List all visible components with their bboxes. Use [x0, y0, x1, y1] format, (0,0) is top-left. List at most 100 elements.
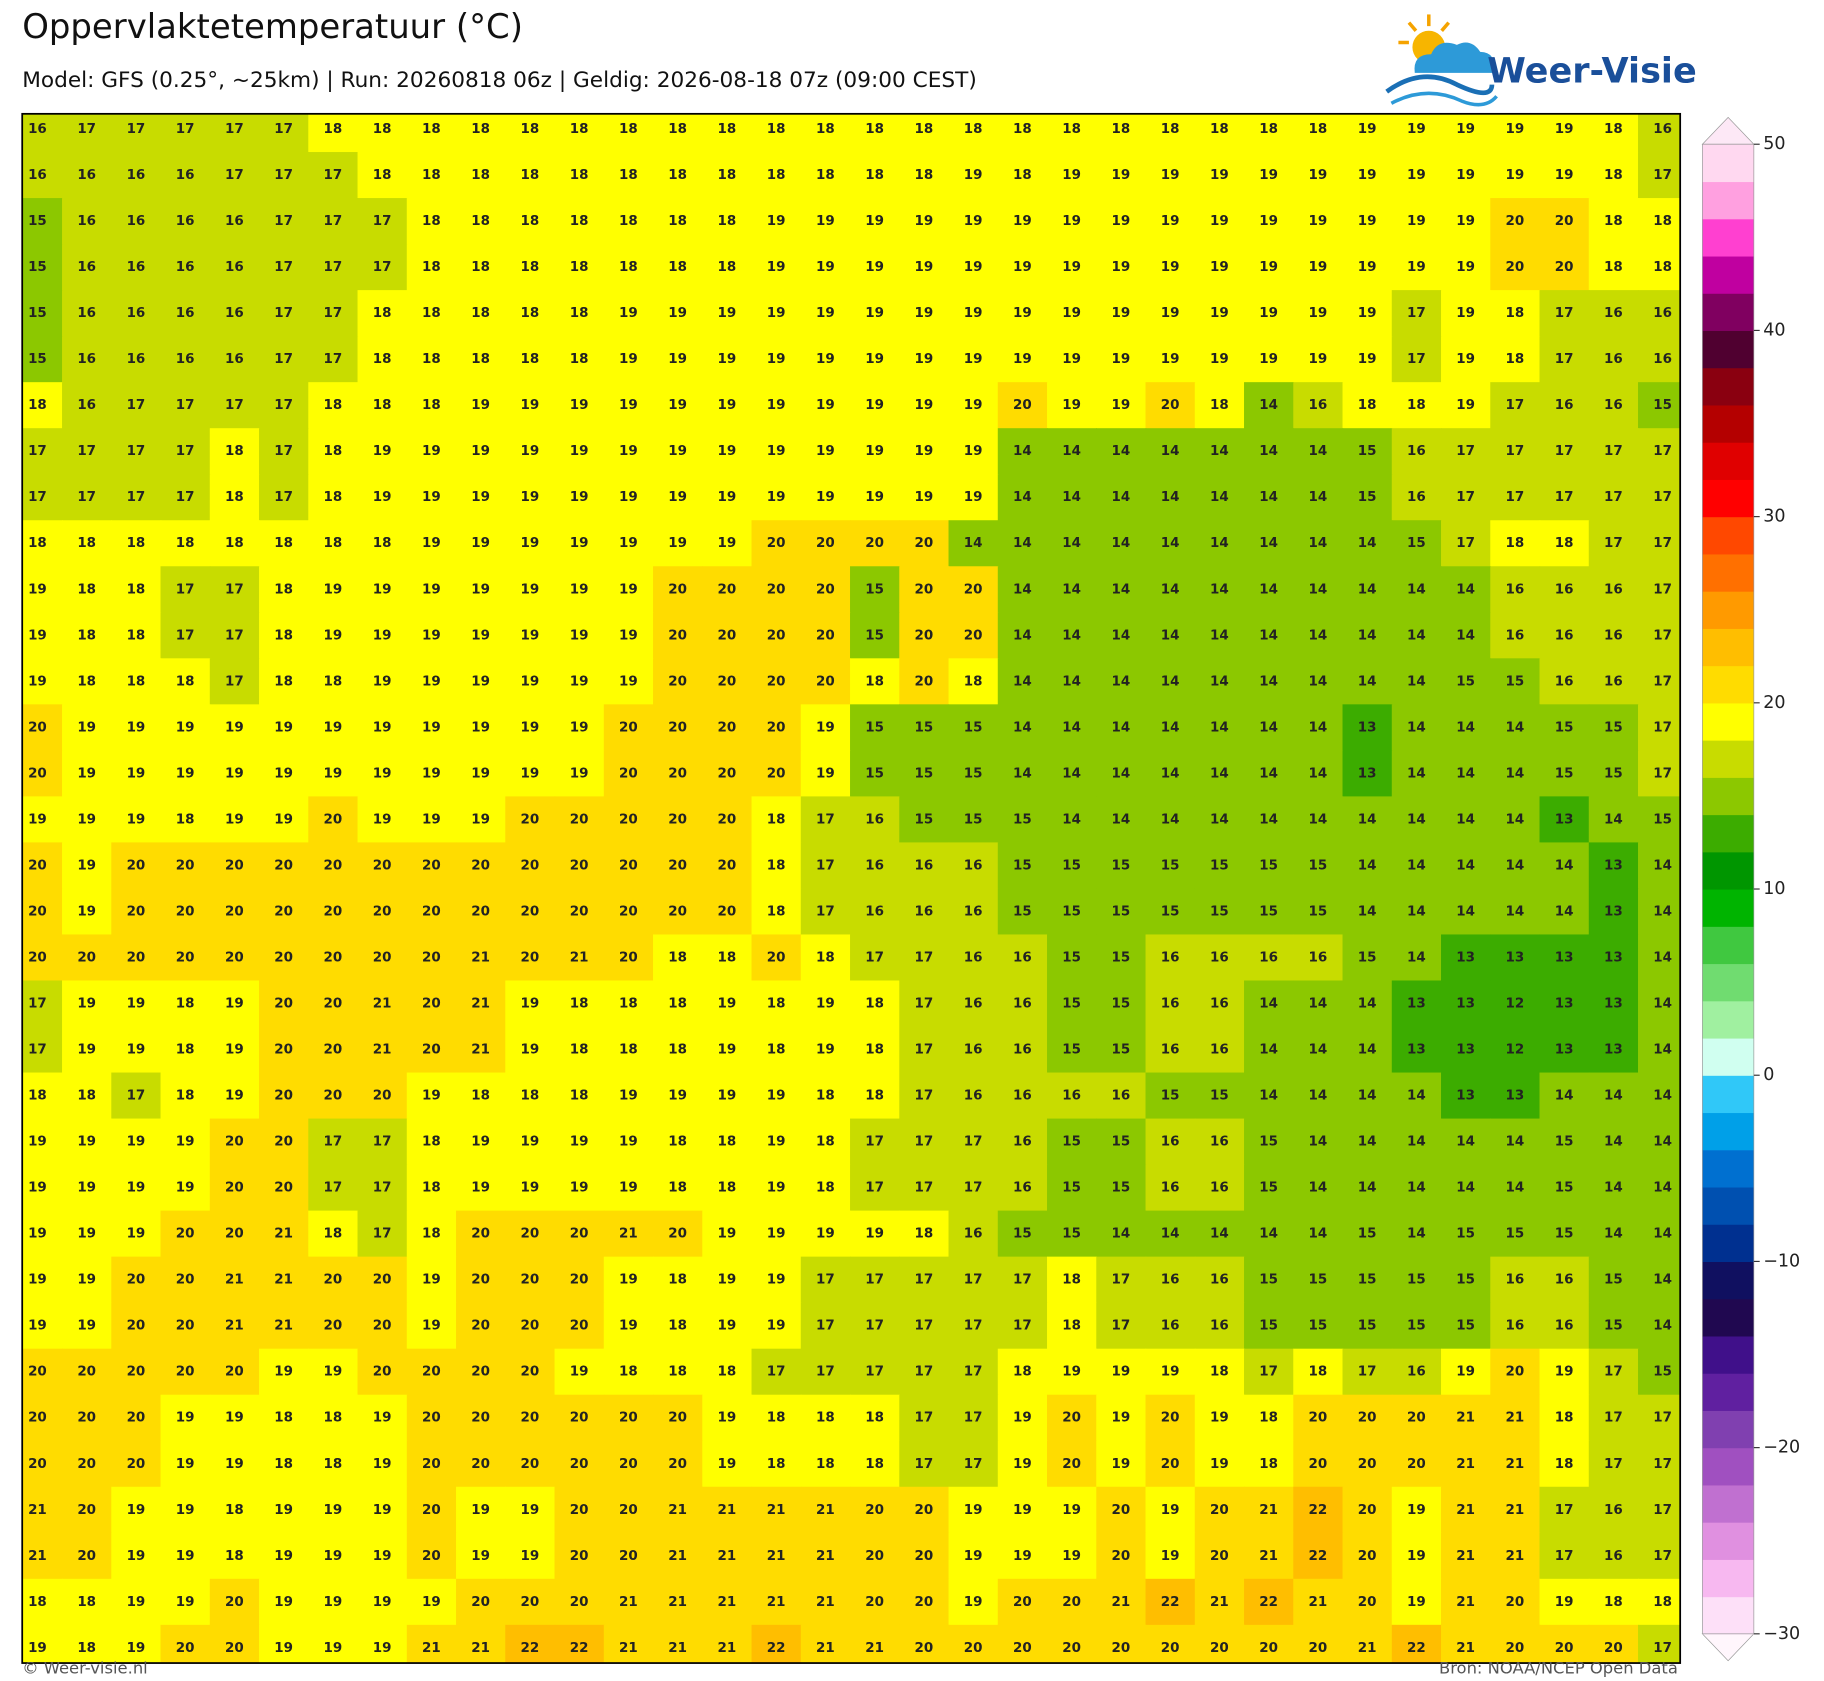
field-cell — [899, 290, 950, 337]
cell-value: 19 — [718, 1089, 737, 1104]
cell-value: 19 — [1506, 122, 1525, 137]
colorbar-band — [1702, 1037, 1754, 1076]
cell-value: 20 — [668, 812, 687, 827]
cell-value: 15 — [1456, 1273, 1475, 1288]
field-cell — [1047, 1210, 1097, 1258]
cell-value: 15 — [1062, 1043, 1081, 1058]
field-cell — [456, 520, 506, 567]
cell-value: 17 — [225, 168, 244, 183]
cell-value: 18 — [77, 582, 96, 597]
cell-value: 14 — [1259, 1089, 1278, 1104]
cell-value: 21 — [1309, 1595, 1328, 1610]
field-cell — [1539, 1026, 1590, 1074]
cell-value: 19 — [1259, 306, 1278, 321]
field-cell — [505, 796, 556, 844]
cell-value: 20 — [668, 858, 687, 873]
field-cell — [1096, 658, 1147, 706]
cell-value: 18 — [324, 1411, 343, 1426]
field-cell — [111, 888, 162, 936]
cell-value: 14 — [1653, 1227, 1672, 1242]
field-cell — [850, 1164, 900, 1212]
cell-value: 17 — [1506, 444, 1525, 459]
cell-value: 18 — [619, 122, 638, 137]
field-cell — [1194, 198, 1245, 245]
field-cell — [603, 796, 654, 844]
cell-value: 18 — [471, 306, 490, 321]
cell-value: 19 — [1112, 260, 1131, 275]
cell-value: 20 — [816, 536, 835, 551]
field-cell — [259, 888, 309, 936]
cell-value: 16 — [77, 398, 96, 413]
field-cell — [22, 612, 63, 660]
field-cell — [505, 1440, 556, 1488]
cell-value: 18 — [865, 1043, 884, 1058]
cell-value: 19 — [422, 766, 441, 781]
cell-value: 20 — [373, 1273, 392, 1288]
cell-value: 20 — [1506, 1595, 1525, 1610]
field-cell — [357, 658, 408, 706]
field-cell — [259, 658, 309, 706]
cell-value: 20 — [28, 1365, 47, 1380]
field-cell — [1194, 842, 1245, 890]
field-cell — [160, 1394, 211, 1442]
field-cell — [653, 1026, 703, 1074]
field-cell — [209, 1118, 260, 1166]
cell-value: 19 — [127, 1503, 146, 1518]
field-cell — [1638, 1440, 1681, 1488]
cell-value: 22 — [521, 1641, 540, 1656]
field-cell — [209, 113, 260, 153]
cell-value: 16 — [1309, 950, 1328, 965]
field-cell — [554, 980, 605, 1028]
field-cell — [308, 750, 359, 798]
cell-value: 14 — [1013, 674, 1032, 689]
field-cell — [62, 474, 112, 521]
cell-value: 17 — [28, 490, 47, 505]
field-cell — [1391, 290, 1442, 337]
field-cell — [948, 152, 999, 199]
field-cell — [1588, 1624, 1639, 1664]
cell-value: 19 — [865, 1227, 884, 1242]
cell-value: 17 — [1604, 536, 1623, 551]
cell-value: 15 — [1062, 1181, 1081, 1196]
cell-value: 17 — [816, 904, 835, 919]
field-cell — [850, 1026, 900, 1074]
cell-value: 19 — [422, 812, 441, 827]
field-cell — [1441, 1532, 1491, 1580]
cell-value: 17 — [816, 1273, 835, 1288]
cell-value: 19 — [964, 444, 983, 459]
field-cell — [406, 1302, 457, 1350]
cell-value: 19 — [373, 1503, 392, 1518]
cell-value: 18 — [1013, 1365, 1032, 1380]
cell-value: 18 — [77, 1595, 96, 1610]
cell-value: 19 — [619, 1273, 638, 1288]
cell-value: 19 — [767, 1089, 786, 1104]
field-cell — [1539, 1624, 1590, 1664]
cell-value: 19 — [521, 628, 540, 643]
cell-value: 19 — [816, 214, 835, 229]
field-cell — [554, 1578, 605, 1626]
cell-value: 20 — [127, 1365, 146, 1380]
cell-value: 16 — [225, 260, 244, 275]
cell-value: 19 — [274, 1595, 293, 1610]
field-cell — [505, 842, 556, 890]
field-cell — [1293, 980, 1344, 1028]
field-cell — [1342, 520, 1393, 567]
cell-value: 18 — [1112, 122, 1131, 137]
cell-value: 17 — [324, 1135, 343, 1150]
cell-value: 20 — [718, 582, 737, 597]
cell-value: 19 — [28, 1181, 47, 1196]
cell-value: 19 — [816, 1043, 835, 1058]
field-cell — [850, 1532, 900, 1580]
field-cell — [899, 796, 950, 844]
cell-value: 13 — [1506, 1089, 1525, 1104]
cell-value: 17 — [274, 260, 293, 275]
cell-value: 19 — [570, 674, 589, 689]
field-cell — [850, 198, 900, 245]
cell-value: 19 — [28, 1319, 47, 1334]
field-cell — [1539, 1072, 1590, 1120]
cell-value: 19 — [471, 628, 490, 643]
field-cell — [1047, 1164, 1097, 1212]
field-cell — [1096, 1164, 1147, 1212]
field-cell — [209, 796, 260, 844]
